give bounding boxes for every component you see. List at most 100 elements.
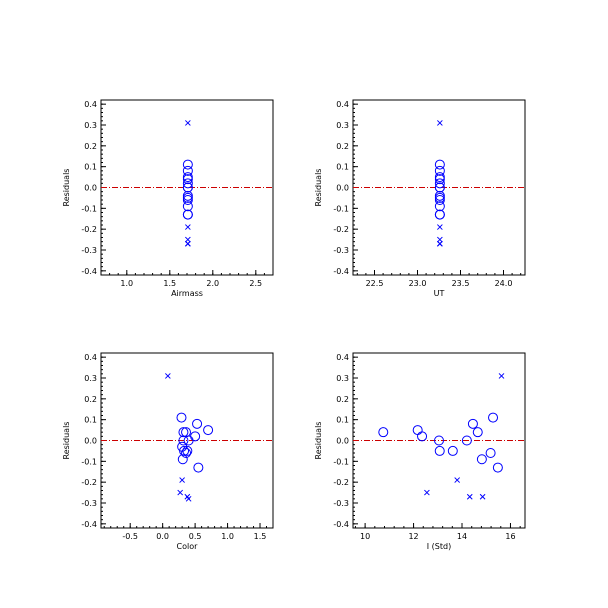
data-point-circle [486,449,495,458]
data-point-cross [437,225,442,230]
x-tick-label: 14 [457,532,467,541]
data-point-circle [413,426,422,435]
data-point-cross [424,490,429,495]
data-point-circle [477,455,486,464]
data-point-cross [185,120,190,125]
y-tick-label: 0.2 [84,395,97,404]
x-tick-label: 1.0 [120,279,133,288]
x-axis-label: Airmass [171,289,203,298]
y-tick-label: 0.1 [84,416,97,425]
y-tick-label: -0.4 [333,267,349,276]
x-tick-label: 1.0 [221,532,234,541]
data-point-cross [437,241,442,246]
data-point-circle [191,432,200,441]
chart-panel-3: -0.5 0.0 0.5 1.0 1.5 -0.4 -0.3 -0.2 -0.1 0.0 0.1 0.… [62,353,273,551]
data-point-cross [165,373,170,378]
data-point-circle [435,202,444,211]
data-point-circle [418,432,427,441]
y-tick-label: 0.1 [336,163,349,172]
x-tick-label: -0.5 [122,532,138,541]
y-tick-label: -0.1 [333,457,349,466]
y-axis-label: Residuals [62,422,71,460]
data-point-cross [186,496,191,501]
data-point-circle [204,426,213,435]
x-tick-label: 2.5 [249,279,262,288]
y-axis-label: Residuals [62,169,71,207]
x-tick-label: 1.5 [254,532,267,541]
y-tick-label: -0.2 [333,225,349,234]
data-point-circle [493,463,502,472]
y-axis-label: Residuals [314,422,323,460]
y-tick-label: -0.1 [81,457,97,466]
y-axis-label: Residuals [314,169,323,207]
x-axis-label: Color [177,542,199,551]
x-tick-label: 1.5 [163,279,176,288]
y-tick-label: 0.2 [336,395,349,404]
data-point-circle [183,210,192,219]
y-tick-label: 0.1 [84,163,97,172]
data-point-circle [435,446,444,455]
data-point-circle [183,193,192,202]
y-tick-label: 0.3 [336,374,349,383]
x-axis-label: I (Std) [427,542,451,551]
data-point-circle [468,419,477,428]
y-tick-label: 0.3 [84,121,97,130]
y-tick-label: 0.2 [84,142,97,151]
y-tick-label: 0.3 [84,374,97,383]
y-tick-label: -0.3 [81,246,97,255]
data-point-cross [178,490,183,495]
data-point-cross [480,494,485,499]
x-tick-label: 23.0 [409,279,427,288]
chart-panel-1: 1.0 1.5 2.0 2.5 -0.4 -0.3 -0.2 -0.1 0.0 0.1 0.2 0.3… [62,100,273,298]
data-point-cross [499,373,504,378]
y-tick-label: -0.4 [333,520,349,529]
chart-panel-2: 22.5 23.0 23.5 24.0 -0.4 -0.3 -0.2 -0.1 0.0 0.1 0.… [314,100,525,298]
y-tick-label: -0.4 [81,520,97,529]
y-tick-label: -0.2 [81,478,97,487]
data-point-cross [455,478,460,483]
y-tick-label: -0.1 [81,204,97,213]
x-tick-label: 22.5 [366,279,384,288]
data-point-circle [193,419,202,428]
data-point-circle [473,428,482,437]
x-tick-label: 16 [505,532,515,541]
data-point-circle [448,446,457,455]
y-tick-label: -0.3 [81,499,97,508]
data-point-cross [185,225,190,230]
y-tick-label: -0.4 [81,267,97,276]
data-point-circle [435,193,444,202]
y-tick-label: -0.2 [333,478,349,487]
data-point-circle [183,202,192,211]
y-tick-label: 0.3 [336,121,349,130]
x-tick-label: 0.5 [189,532,202,541]
data-point-cross [180,478,185,483]
y-tick-label: 0.0 [84,184,97,193]
y-tick-label: 0.2 [336,142,349,151]
x-tick-label: 23.5 [452,279,470,288]
y-tick-label: -0.3 [333,499,349,508]
x-axis-label: UT [434,289,445,298]
y-tick-label: 0.4 [336,100,349,109]
y-tick-label: 0.4 [84,100,97,109]
y-tick-label: 0.4 [336,353,349,362]
x-tick-label: 12 [408,532,418,541]
y-tick-label: 0.0 [84,437,97,446]
x-tick-label: 0.0 [156,532,169,541]
data-point-circle [435,210,444,219]
y-tick-label: -0.1 [333,204,349,213]
x-tick-label: 24.0 [495,279,513,288]
data-point-cross [437,120,442,125]
data-point-cross [185,241,190,246]
y-tick-label: 0.0 [336,437,349,446]
x-tick-label: 2.0 [206,279,219,288]
y-tick-label: -0.2 [81,225,97,234]
data-point-circle [379,428,388,437]
data-point-circle [489,413,498,422]
y-tick-label: 0.0 [336,184,349,193]
y-tick-label: 0.4 [84,353,97,362]
y-tick-label: -0.3 [333,246,349,255]
data-point-circle [177,413,186,422]
chart-panel-4: 10 12 14 16 -0.4 -0.3 -0.2 -0.1 0.0 0.1 0.2 0.3 0.4 I… [314,353,525,551]
y-tick-label: 0.1 [336,416,349,425]
